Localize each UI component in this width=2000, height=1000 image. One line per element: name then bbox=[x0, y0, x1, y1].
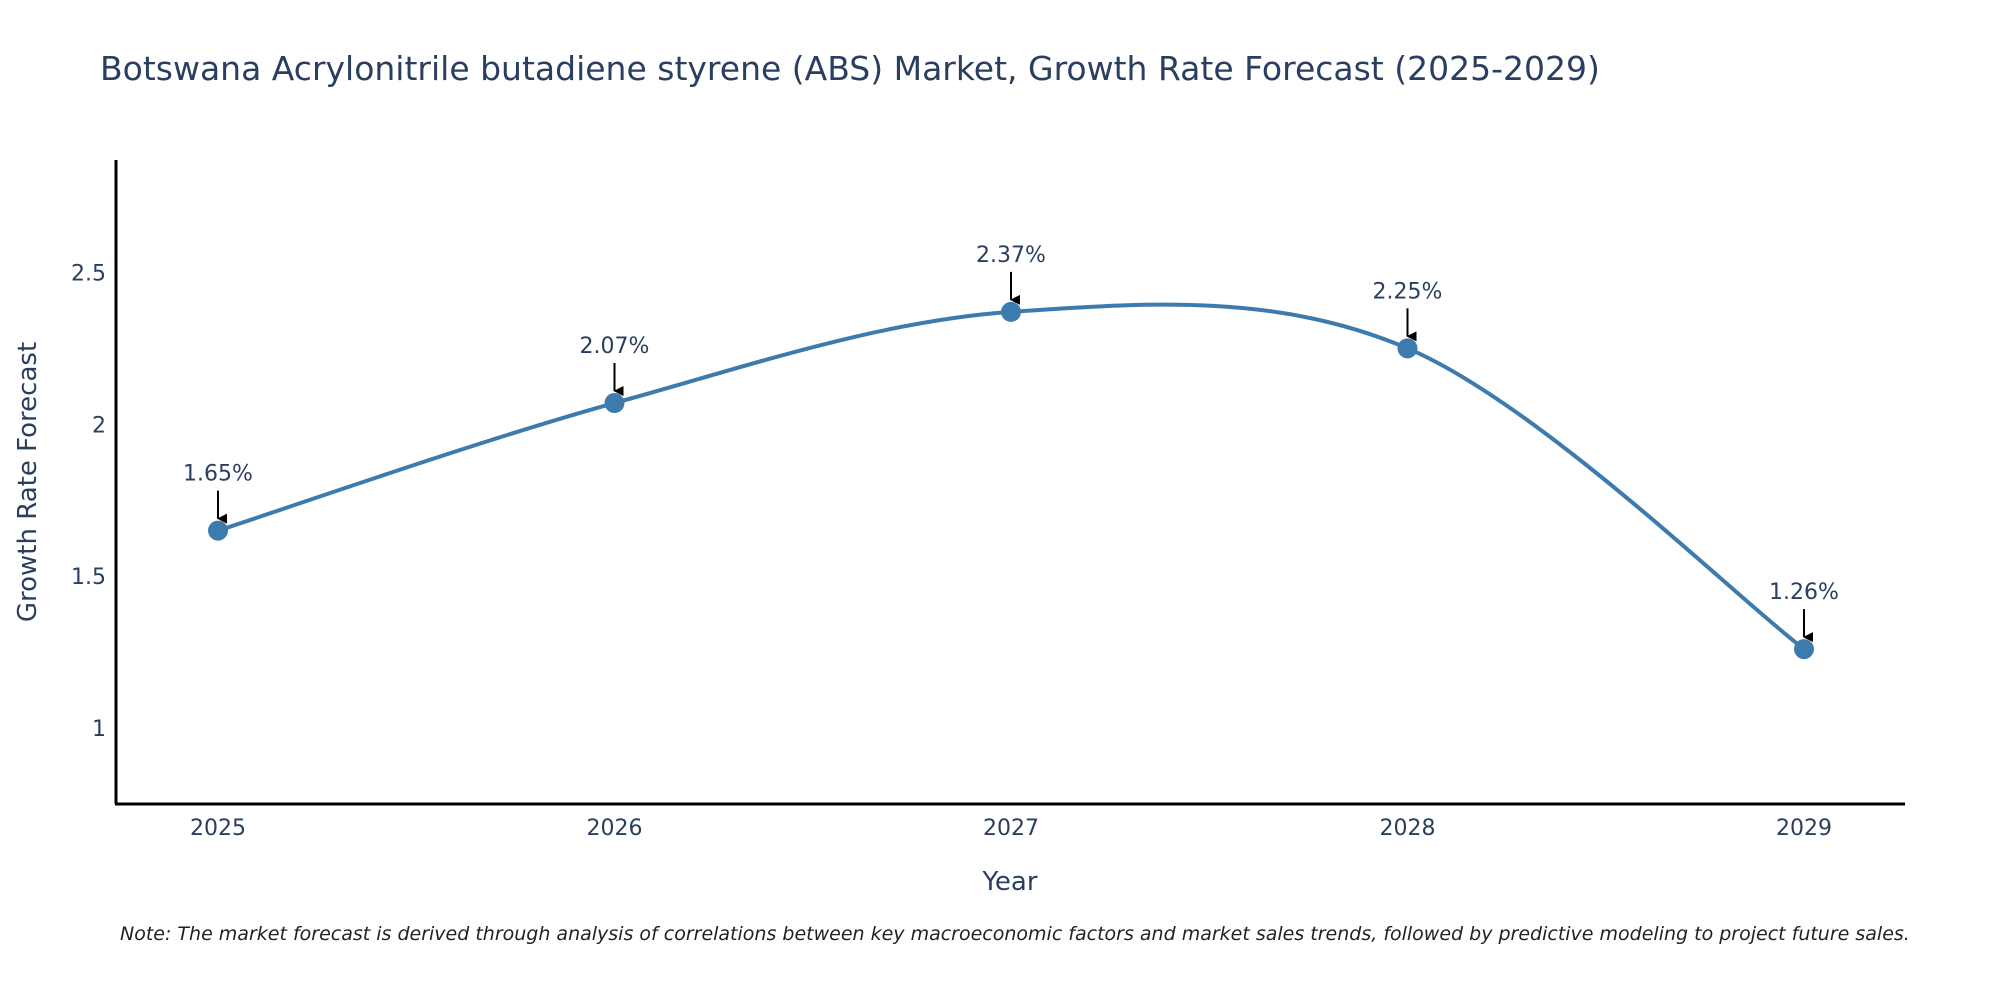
data-label-2029: 1.26% bbox=[1769, 580, 1839, 605]
x-tick-labels: 2025 2026 2027 2028 2029 bbox=[190, 816, 1832, 841]
y-tick-label: 1.5 bbox=[71, 565, 106, 590]
data-point-2027[interactable] bbox=[1001, 301, 1021, 322]
x-tick-label: 2025 bbox=[190, 816, 246, 841]
x-tick-label: 2028 bbox=[1380, 816, 1436, 841]
x-tick-label: 2029 bbox=[1776, 816, 1832, 841]
data-point-2028[interactable] bbox=[1397, 338, 1418, 359]
chart-title: Botswana Acrylonitrile butadiene styrene… bbox=[100, 49, 1600, 88]
series-line bbox=[217, 302, 1806, 651]
x-tick-label: 2026 bbox=[587, 816, 643, 841]
data-label-2027: 2.37% bbox=[976, 243, 1046, 268]
data-label-2028: 2.25% bbox=[1373, 279, 1443, 304]
x-axis-title: Year bbox=[981, 867, 1037, 897]
y-tick-label: 2.5 bbox=[71, 261, 106, 286]
data-point-2025[interactable] bbox=[208, 520, 228, 541]
data-point-2029[interactable] bbox=[1794, 639, 1814, 660]
y-tick-labels: 1 1.5 2 2.5 bbox=[71, 261, 106, 742]
y-axis-title: Growth Rate Forecast bbox=[13, 342, 43, 622]
data-point-2026[interactable] bbox=[604, 393, 625, 414]
footnote: Note: The market forecast is derived thr… bbox=[120, 923, 1910, 945]
x-tick-label: 2027 bbox=[983, 816, 1039, 841]
y-tick-label: 2 bbox=[92, 413, 106, 438]
data-label-2025: 1.65% bbox=[183, 462, 253, 487]
y-tick-label: 1 bbox=[92, 717, 106, 742]
plot-area: 1.65% 2.07% 2.37% 2.25% 1.26% bbox=[183, 243, 1839, 660]
data-label-2026: 2.07% bbox=[580, 334, 650, 359]
